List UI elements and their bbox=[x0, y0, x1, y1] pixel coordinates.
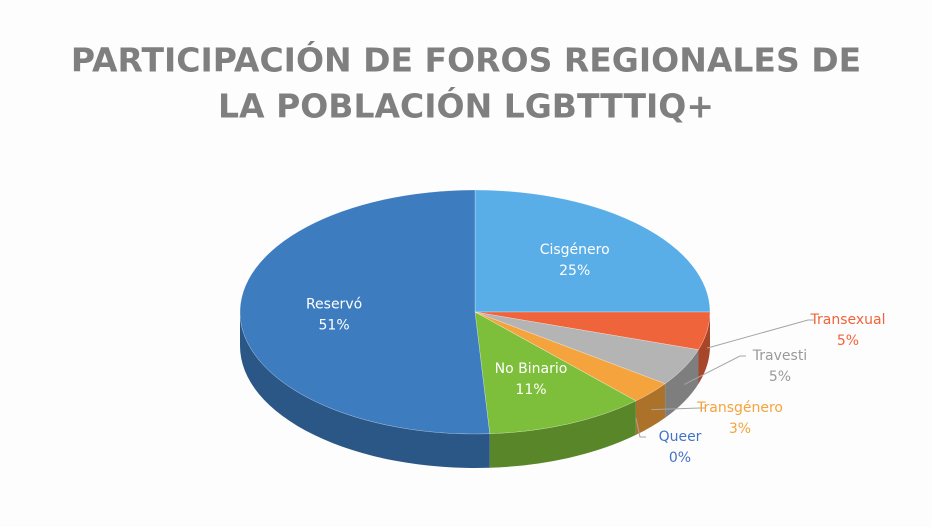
category-label: Transgénero bbox=[696, 400, 783, 416]
leader-line bbox=[635, 417, 646, 438]
leader-line bbox=[706, 319, 814, 349]
category-label: Reservó bbox=[306, 296, 362, 312]
leader-line bbox=[651, 407, 706, 411]
slice-side bbox=[240, 312, 490, 468]
category-label: No Binario bbox=[495, 361, 568, 377]
category-label: Transexual bbox=[810, 312, 886, 328]
category-label: Travesti bbox=[752, 348, 807, 364]
category-label: Cisgénero bbox=[540, 242, 610, 258]
slice bbox=[474, 311, 637, 435]
value-label: 5% bbox=[837, 333, 859, 349]
slice-side bbox=[489, 400, 636, 468]
value-label: 3% bbox=[729, 421, 751, 437]
leader-line bbox=[684, 355, 746, 385]
slice-side bbox=[698, 312, 710, 384]
slice bbox=[239, 189, 491, 435]
category-label: Queer bbox=[659, 429, 702, 445]
value-label: 5% bbox=[769, 369, 791, 385]
slice-side bbox=[635, 383, 666, 435]
value-label: 25% bbox=[559, 263, 590, 279]
value-label: 51% bbox=[319, 317, 350, 333]
chart-title: PARTICIPACIÓN DE FOROS REGIONALES DE bbox=[71, 40, 861, 80]
value-label: 11% bbox=[515, 382, 546, 398]
slice-side bbox=[665, 349, 699, 418]
chart-title: LA POBLACIÓN LGBTTTIQ+ bbox=[218, 86, 714, 126]
slice bbox=[474, 189, 711, 313]
value-label: 0% bbox=[669, 450, 691, 466]
